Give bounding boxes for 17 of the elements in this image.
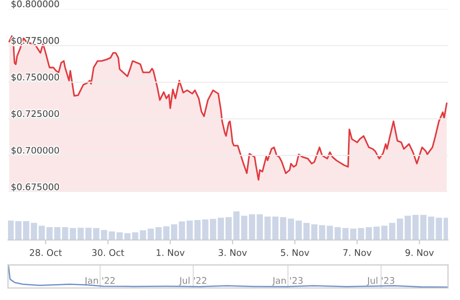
x-tick-label: 28. Oct: [30, 249, 62, 256]
x-tick-label: 7. Nov: [343, 249, 372, 256]
x-tick-label: 1. Nov: [156, 249, 185, 256]
bar: [8, 220, 14, 240]
x-tick-label: 30. Oct: [92, 249, 124, 256]
y-tick-label: $0.800000: [12, 0, 59, 8]
x-tick-label: 3. Nov: [218, 249, 247, 256]
x-tick-label: Jan '23: [272, 277, 303, 286]
x-tick-label: 5. Nov: [280, 249, 310, 256]
y-tick-label: $0.750000: [12, 73, 59, 82]
y-tick-label: $0.700000: [12, 146, 59, 155]
x-tick-label: Jul '23: [366, 276, 394, 286]
x-tick-label: Jan '22: [84, 277, 115, 286]
x-tick-label: 9. Nov: [405, 249, 434, 256]
x-tick-label: Jul '22: [178, 276, 206, 286]
y-tick-label: $0.725000: [12, 110, 59, 118]
y-tick-label: $0.675000: [12, 183, 59, 192]
